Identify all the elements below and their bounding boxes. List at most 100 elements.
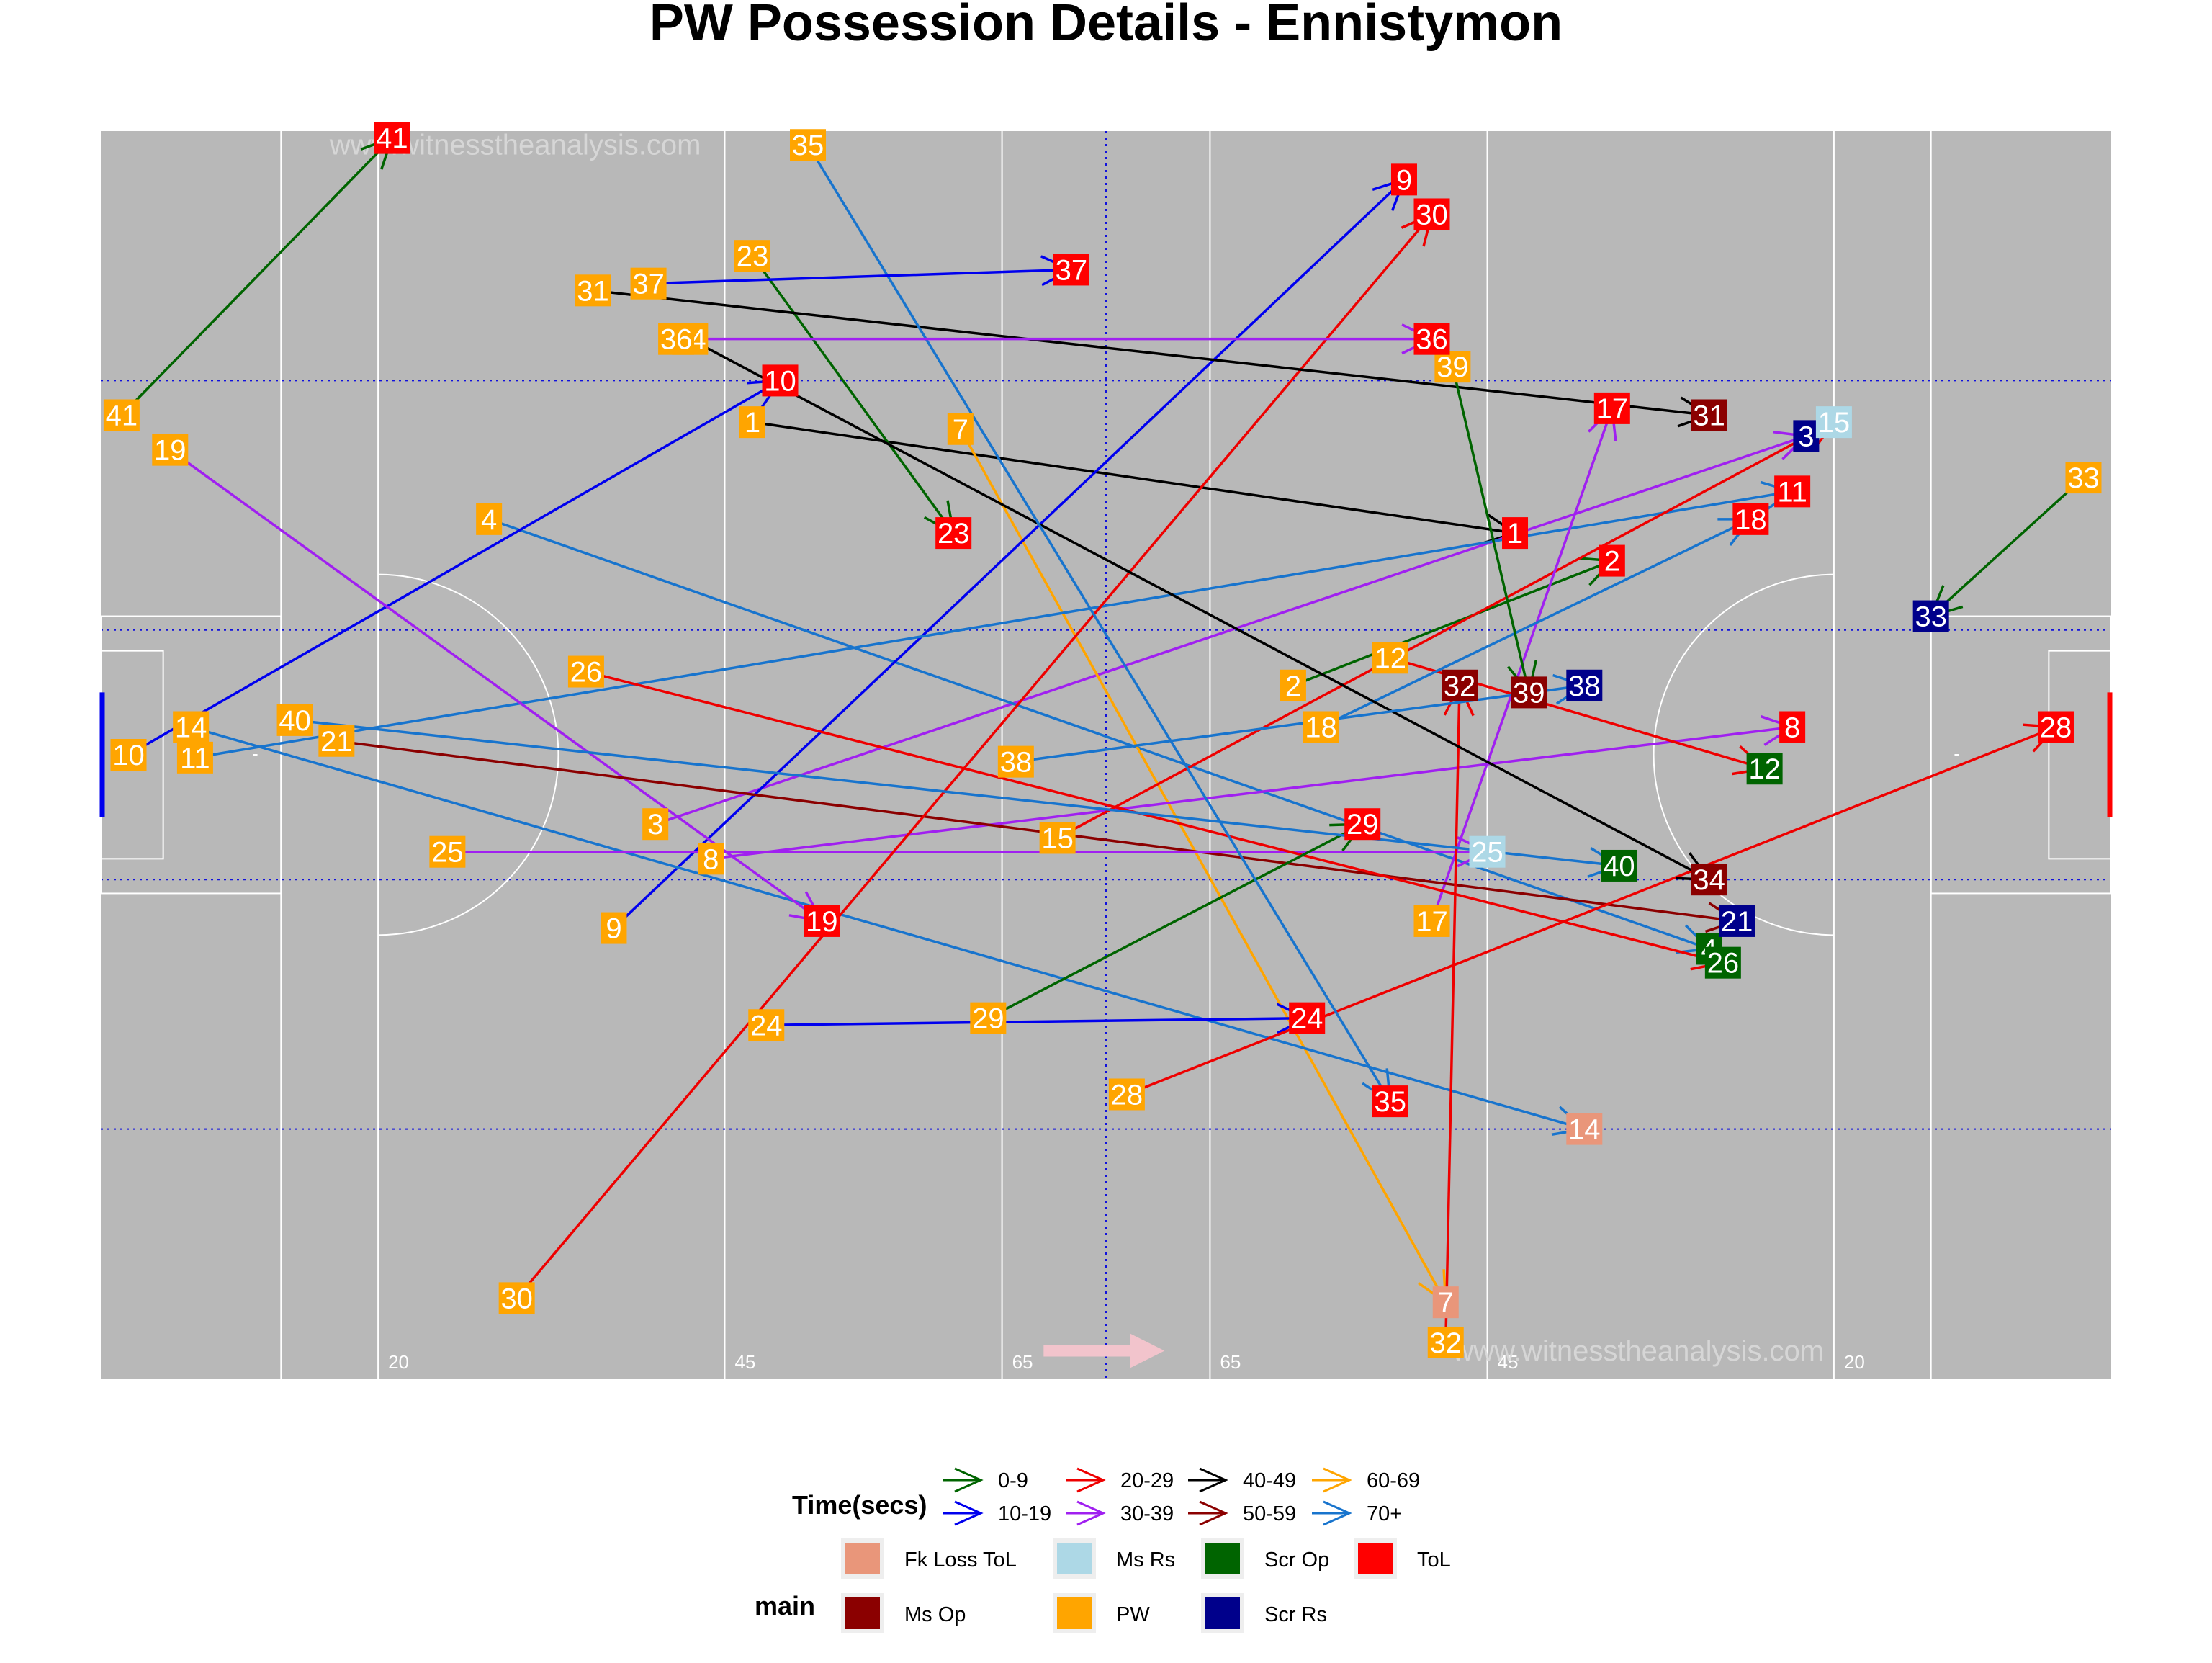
possession-label-box-end-41 xyxy=(374,122,410,154)
chart-title: PW Possession Details - Ennistymon xyxy=(649,0,1563,52)
possession-label-box-end-40 xyxy=(1601,849,1637,882)
main-legend-key-0 xyxy=(845,1543,880,1574)
possession-arrow-18 xyxy=(1320,518,1752,729)
pitch-marker-1: 45 xyxy=(734,1351,755,1373)
possession-label-end-2: 2 xyxy=(1599,544,1625,578)
main-legend-key-6 xyxy=(1358,1543,1393,1574)
possession-label-text-start-12: 12 xyxy=(1374,642,1406,674)
possession-label-text-end-1: 1 xyxy=(1507,518,1523,550)
left-arc xyxy=(378,573,559,936)
legend: Time(secs) 0-9 10-19 20-29 30-39 40-49 50-59 60… xyxy=(755,1467,1451,1633)
possession-arrow-34 xyxy=(689,338,1710,881)
possession-label-box-end-32 xyxy=(1442,669,1478,701)
possession-label-start-36: 36 xyxy=(658,323,695,356)
possession-label-end-41: 41 xyxy=(374,122,410,155)
possession-label-text-start-30: 30 xyxy=(500,1283,533,1314)
time-legend-key-60-69 xyxy=(1312,1467,1352,1493)
possession-label-box-start-15 xyxy=(1039,822,1076,854)
possession-label-box-end-24 xyxy=(1289,1002,1326,1034)
possession-label-start-21: 21 xyxy=(318,725,355,758)
possession-label-text-start-28: 28 xyxy=(1111,1079,1143,1111)
possession-arrow-29 xyxy=(987,822,1364,1020)
time-legend-label-50-59: 50-59 xyxy=(1243,1502,1296,1525)
main-legend-label-4: Scr Op xyxy=(1264,1548,1329,1572)
possession-label-start-7: 7 xyxy=(947,413,974,446)
possession-label-end-31: 31 xyxy=(1691,399,1727,432)
possession-label-end-18: 18 xyxy=(1732,503,1769,536)
possession-arrow-9 xyxy=(613,179,1406,929)
time-legend-key-50-59 xyxy=(1188,1500,1228,1526)
possession-label-start-15: 15 xyxy=(1039,822,1076,854)
possession-label-box-start-18 xyxy=(1303,711,1339,743)
possession-label-text-start-2: 2 xyxy=(1285,671,1301,702)
possession-label-box-start-9 xyxy=(601,912,627,944)
possession-label-text-start-10: 10 xyxy=(112,740,145,771)
possession-label-text-end-34: 34 xyxy=(1693,864,1725,896)
possession-label-end-39: 39 xyxy=(1511,676,1547,709)
time-legend-label-0-9: 0-9 xyxy=(998,1469,1028,1492)
pitch-marker-0: 20 xyxy=(388,1351,409,1373)
possession-arrow-39 xyxy=(1451,366,1530,693)
possession-label-start-25: 25 xyxy=(429,835,466,869)
possession-label-start-28: 28 xyxy=(1108,1078,1145,1111)
possession-label-box-start-10 xyxy=(110,739,147,771)
possession-label-text-start-19: 19 xyxy=(154,435,186,467)
possession-arrow-40 xyxy=(295,719,1619,867)
possession-label-start-35: 35 xyxy=(790,129,827,161)
possession-label-text-start-32: 32 xyxy=(1430,1327,1462,1359)
possession-label-box-end-34 xyxy=(1691,864,1727,896)
possession-label-end-12: 12 xyxy=(1746,753,1783,785)
possession-label-start-23: 23 xyxy=(734,240,770,272)
main-legend-label-5: Scr Rs xyxy=(1264,1603,1327,1626)
possession-label-text-start-26: 26 xyxy=(570,657,603,689)
possession-label-text-start-31: 31 xyxy=(577,275,609,307)
possession-label-box-start-32 xyxy=(1427,1326,1464,1358)
possession-label-text-start-37: 37 xyxy=(632,269,665,300)
pitch: 20 45 65 65 45 20www.witnesstheanalysis.comww… xyxy=(99,130,2113,1379)
possession-label-box-start-1 xyxy=(739,406,765,439)
possession-arrow-38 xyxy=(1015,684,1585,763)
possession-label-box-end-33 xyxy=(1912,600,1949,632)
possession-label-text-start-39: 39 xyxy=(1437,351,1469,383)
possession-label-box-end-7 xyxy=(1432,1286,1459,1319)
possession-label-text-start-17: 17 xyxy=(1416,906,1448,938)
possession-label-end-1: 1 xyxy=(1502,517,1529,550)
possession-label-box-end-25 xyxy=(1469,835,1506,868)
main-legend-label-6: ToL xyxy=(1417,1548,1451,1572)
possession-arrow-35 xyxy=(806,144,1392,1103)
pitch-marker-5: 20 xyxy=(1844,1351,1865,1373)
possession-label-box-end-1 xyxy=(1502,517,1529,550)
possession-label-text-end-8: 8 xyxy=(1784,712,1800,744)
possession-label-end-36: 36 xyxy=(1413,323,1450,356)
possession-label-box-start-11 xyxy=(176,741,213,774)
possession-label-box-end-38 xyxy=(1566,669,1603,701)
possession-label-end-15: 15 xyxy=(1815,406,1852,439)
possession-label-text-end-40: 40 xyxy=(1603,851,1635,882)
possession-label-box-end-11 xyxy=(1774,475,1811,508)
possession-label-text-start-18: 18 xyxy=(1305,712,1337,744)
possession-arrow-24 xyxy=(766,1016,1308,1027)
possession-label-text-start-1: 1 xyxy=(745,407,760,439)
possession-label-box-end-23 xyxy=(935,517,972,550)
possession-label-text-start-24: 24 xyxy=(750,1010,783,1041)
main-legend-key-5 xyxy=(1205,1597,1240,1629)
possession-label-box-start-37 xyxy=(630,267,667,300)
possession-arrow-30 xyxy=(516,213,1433,1299)
possession-label-start-18: 18 xyxy=(1303,711,1339,744)
possession-label-start-14: 14 xyxy=(173,711,210,744)
possession-label-end-11: 11 xyxy=(1774,475,1811,508)
possession-label-box-end-12 xyxy=(1746,753,1783,785)
possession-label-box-start-23 xyxy=(734,240,770,272)
pitch-marker-3: 65 xyxy=(1220,1351,1241,1373)
possession-label-end-21: 21 xyxy=(1719,905,1755,938)
time-legend-key-40-49 xyxy=(1188,1467,1228,1493)
possession-label-text-start-40: 40 xyxy=(279,705,311,737)
possession-label-box-start-2 xyxy=(1280,669,1306,701)
main-legend-key-2 xyxy=(1057,1543,1092,1574)
time-legend-key-0-9 xyxy=(943,1467,984,1493)
possession-label-text-end-2: 2 xyxy=(1604,546,1620,578)
possession-label-text-end-9: 9 xyxy=(1396,164,1412,196)
possession-label-text-start-25: 25 xyxy=(431,837,464,869)
possession-label-start-19: 19 xyxy=(152,434,189,467)
possession-label-start-33: 33 xyxy=(2065,462,2102,494)
